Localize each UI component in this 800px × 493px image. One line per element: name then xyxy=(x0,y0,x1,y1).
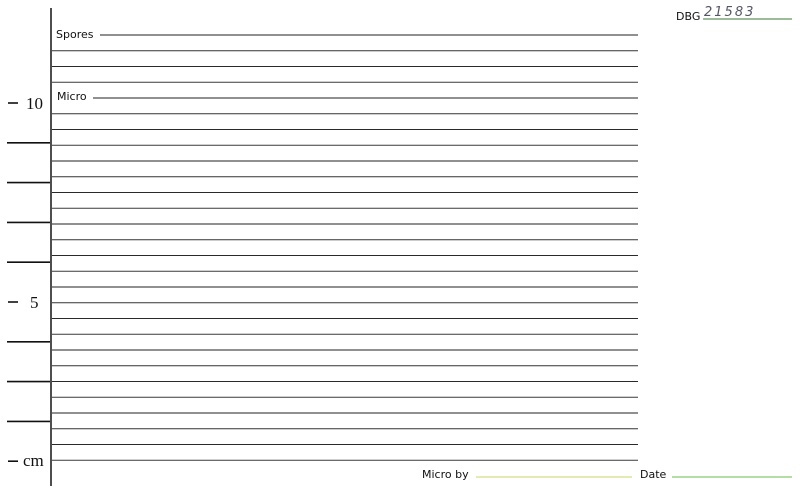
scale-ticks xyxy=(7,102,50,463)
spores-label: Spores xyxy=(56,28,94,41)
scale-label: 5 xyxy=(30,293,39,312)
micro-by-label: Micro by xyxy=(422,468,469,481)
dbg-label: DBG xyxy=(676,10,700,23)
micro-label: Micro xyxy=(57,90,87,103)
dbg-number: 21583 xyxy=(704,5,755,20)
scale-label: cm xyxy=(23,451,44,470)
ruled-lines xyxy=(52,34,638,461)
scale-label: 10 xyxy=(26,94,43,113)
date-label: Date xyxy=(640,468,667,481)
